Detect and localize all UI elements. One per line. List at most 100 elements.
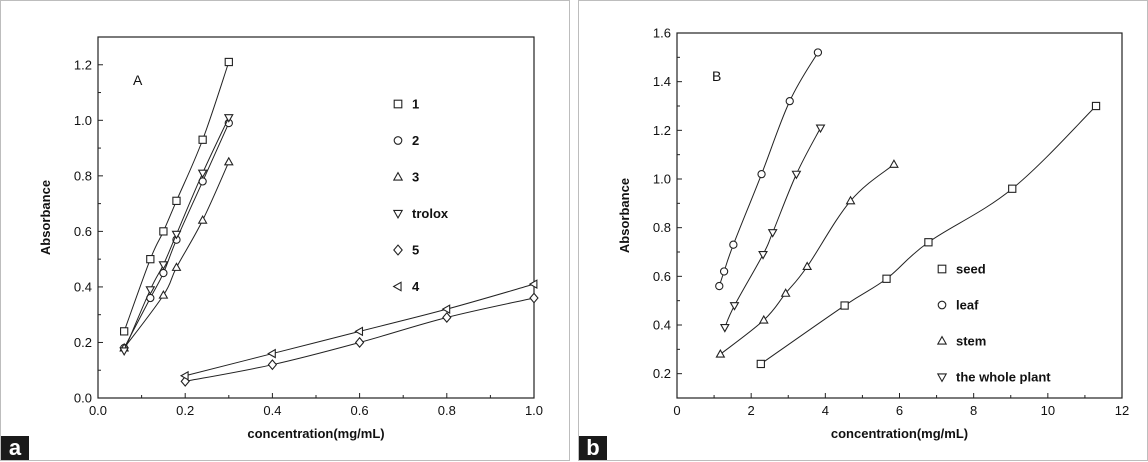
x-tick-label: 2 <box>748 403 755 418</box>
y-axis-title: Absorbance <box>38 180 53 255</box>
legend-marker <box>392 171 404 181</box>
legend-label: seed <box>956 262 986 277</box>
plot-frame <box>676 32 1123 399</box>
data-point <box>791 170 802 180</box>
data-point <box>1008 184 1017 193</box>
data-point <box>719 324 730 333</box>
y-tick-label: 1.0 <box>74 113 92 128</box>
data-point <box>354 326 364 337</box>
data-point <box>119 347 130 357</box>
legend-label: 2 <box>412 133 419 148</box>
data-point <box>441 304 451 315</box>
chart-panel-b: 0 2 4 6 8 10 12 0.2 0.4 0.6 0.8 1.0 1.2 1.4 1.6 concent… <box>578 0 1148 461</box>
data-point <box>179 370 189 381</box>
series-line <box>720 164 895 355</box>
series-4 <box>179 279 538 381</box>
data-point <box>785 96 794 106</box>
plot-frame <box>97 36 535 399</box>
data-point <box>756 359 765 369</box>
series-line <box>724 127 821 328</box>
data-point <box>267 359 278 371</box>
data-point <box>442 311 452 324</box>
legend-label: 5 <box>412 243 419 258</box>
data-point <box>529 292 539 304</box>
x-tick-label: 0.4 <box>263 403 281 418</box>
legend-marker <box>936 335 948 345</box>
legend-label: trolox <box>412 206 449 221</box>
data-point <box>223 114 234 123</box>
y-tick-label: 0.0 <box>74 391 92 406</box>
series-line <box>123 122 230 349</box>
data-point <box>120 327 129 336</box>
data-point <box>780 288 791 297</box>
series-line <box>123 61 230 332</box>
data-point <box>715 281 724 291</box>
data-point <box>171 230 182 240</box>
data-point <box>758 251 768 260</box>
legend-marker <box>936 373 948 383</box>
data-point <box>767 229 778 238</box>
x-axis-title: concentration(mg/mL) <box>831 426 968 441</box>
data-point <box>198 135 207 144</box>
y-tick-label: 0.2 <box>74 335 92 350</box>
legend-label: stem <box>956 334 986 349</box>
y-tick-label: 1.2 <box>653 123 671 138</box>
x-tick-label: 0.2 <box>176 403 194 418</box>
x-tick-label: 6 <box>896 403 903 418</box>
series-line <box>123 161 230 349</box>
series-leaf <box>715 48 823 291</box>
legend-marker <box>937 300 947 310</box>
legend-marker <box>392 209 404 219</box>
data-point <box>882 274 891 283</box>
data-point <box>924 238 933 247</box>
data-point <box>145 286 156 295</box>
data-point <box>159 227 168 236</box>
chart-a-svg: 0.0 0.2 0.4 0.6 0.8 1.0 0.0 0.2 0.4 0.6 0.8 1.0 1.2 c… <box>38 36 543 441</box>
series-trolox <box>119 114 234 357</box>
series-line <box>718 52 819 287</box>
y-axis-title: Absorbance <box>617 178 632 253</box>
data-point <box>889 159 899 168</box>
data-point <box>158 261 169 270</box>
series-line <box>760 105 1097 365</box>
y-tick-label: 1.4 <box>653 74 671 89</box>
data-point <box>1091 101 1101 111</box>
data-point <box>158 289 169 299</box>
data-point <box>172 196 181 205</box>
data-point <box>267 348 276 359</box>
y-tick-label: 0.4 <box>74 279 92 294</box>
x-tick-label: 0.6 <box>351 403 369 418</box>
legend-marker <box>393 99 403 109</box>
chart-panel-a: 0.0 0.2 0.4 0.6 0.8 1.0 0.0 0.2 0.4 0.6 0.8 1.0 1.2 c… <box>0 0 570 461</box>
x-tick-label: 4 <box>822 403 829 418</box>
x-tick-label: 10 <box>1041 403 1055 418</box>
data-point <box>802 261 813 271</box>
data-point <box>146 255 155 264</box>
data-point <box>840 301 849 310</box>
y-tick-label: 0.4 <box>653 318 671 333</box>
legend-marker <box>393 136 403 145</box>
data-point <box>197 169 208 179</box>
series-3 <box>119 156 234 352</box>
x-axis-title: concentration(mg/mL) <box>247 426 384 441</box>
data-point <box>719 267 729 276</box>
x-tick-label: 12 <box>1115 403 1129 418</box>
legend-marker <box>393 244 403 256</box>
series-1 <box>120 57 233 336</box>
y-tick-label: 0.6 <box>653 269 671 284</box>
legend-label: the whole plant <box>956 370 1051 385</box>
y-tick-label: 1.0 <box>653 172 671 187</box>
y-tick-label: 0.2 <box>653 366 671 381</box>
legend-label: 1 <box>412 97 419 112</box>
legend-label: leaf <box>956 298 979 313</box>
panel-letter: A <box>133 72 143 88</box>
y-tick-label: 1.2 <box>74 57 92 72</box>
figure-label-a: a <box>1 436 29 460</box>
legend-marker <box>937 264 947 274</box>
legend-label: 4 <box>412 279 420 294</box>
data-point <box>757 169 766 179</box>
data-point <box>354 336 365 348</box>
data-point <box>845 195 856 205</box>
data-point <box>171 262 182 271</box>
y-tick-label: 0.6 <box>74 224 92 239</box>
